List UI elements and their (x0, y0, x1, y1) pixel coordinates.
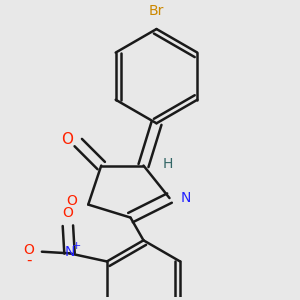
Text: N: N (181, 191, 191, 205)
Text: O: O (23, 243, 34, 257)
Text: N: N (64, 245, 75, 259)
Text: O: O (61, 132, 73, 147)
Text: Br: Br (149, 4, 164, 18)
Text: O: O (67, 194, 77, 208)
Text: O: O (62, 206, 73, 220)
Text: +: + (72, 241, 81, 250)
Text: H: H (163, 157, 173, 171)
Text: -: - (26, 252, 32, 267)
